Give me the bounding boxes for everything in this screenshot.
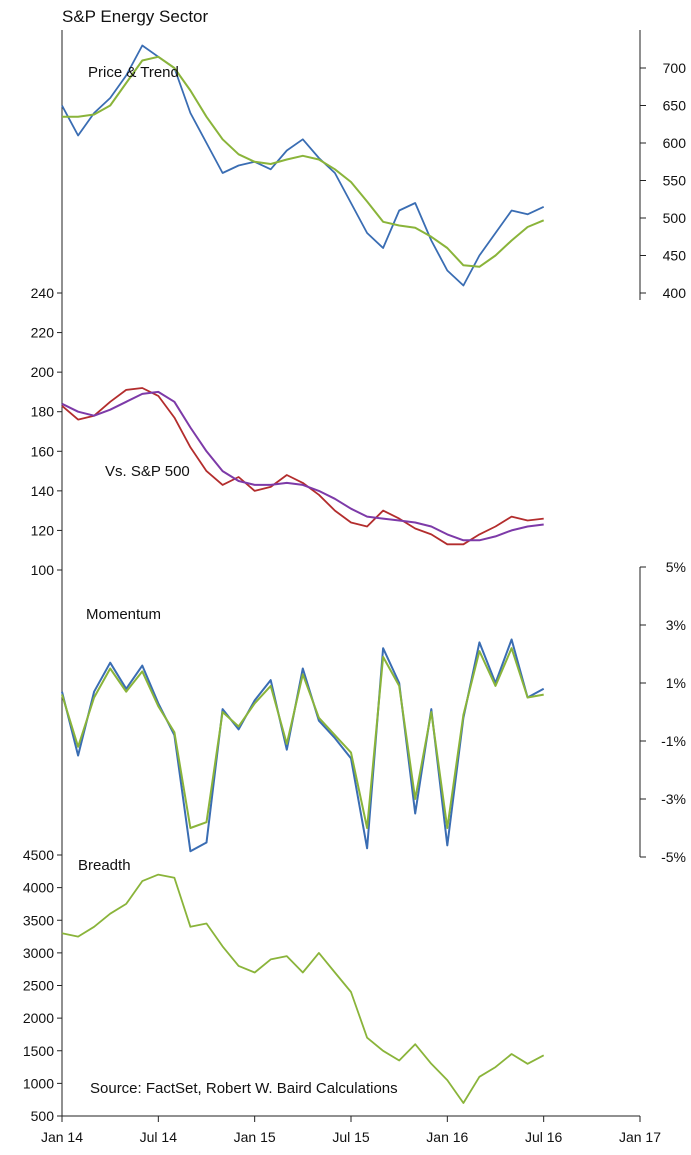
price-series-1-line	[61, 44, 545, 287]
momentum-panel-label: Momentum	[86, 606, 161, 623]
y-tick-label: 120	[31, 522, 55, 538]
y-tick-label: 2500	[23, 978, 54, 994]
breadth-series-1-line	[61, 873, 545, 1104]
y-tick-label: 3%	[666, 617, 686, 633]
price-panel-label: Price & Trend	[88, 64, 179, 81]
x-tick-label: Jul 15	[332, 1129, 370, 1145]
breadth-panel-label: Breadth	[78, 857, 131, 874]
y-tick-label: 650	[663, 98, 687, 114]
relative-series-1-line	[61, 387, 544, 546]
y-tick-label: -3%	[661, 791, 686, 807]
y-tick-label: 400	[663, 285, 687, 301]
y-tick-label: 1500	[23, 1043, 54, 1059]
series-layer	[61, 44, 545, 1104]
x-tick-label: Jul 16	[525, 1129, 563, 1145]
y-tick-label: 140	[31, 483, 55, 499]
y-tick-label: 160	[31, 443, 55, 459]
momentum-series-1-line	[61, 638, 545, 853]
y-tick-label: 100	[31, 562, 55, 578]
y-tick-label: -1%	[661, 733, 686, 749]
y-tick-label: 550	[663, 173, 687, 189]
x-tick-label: Jan 17	[619, 1129, 661, 1145]
price-series-2-line	[62, 55, 545, 268]
x-tick-label: Jan 14	[41, 1129, 83, 1145]
y-tick-label: 500	[663, 210, 687, 226]
y-tick-label: 500	[31, 1108, 55, 1124]
y-tick-label: 220	[31, 325, 55, 341]
y-tick-label: 3000	[23, 945, 54, 961]
chart-title: S&P Energy Sector	[62, 7, 208, 26]
y-tick-label: 700	[663, 60, 687, 76]
y-tick-label: 180	[31, 404, 55, 420]
x-tick-label: Jan 15	[234, 1129, 276, 1145]
x-tick-label: Jan 16	[426, 1129, 468, 1145]
axes-layer: Jan 14 Jul 14 Jan 15 Jul 15 Jan 16 Jul 16 Jan …	[23, 30, 686, 1145]
y-tick-label: 240	[31, 285, 55, 301]
y-tick-label: 600	[663, 135, 687, 151]
relative-series-2-line	[61, 390, 544, 542]
y-tick-label: 5%	[666, 559, 686, 575]
momentum-series-2-line	[61, 647, 544, 829]
x-tick-label: Jul 14	[140, 1129, 178, 1145]
relative-panel-label: Vs. S&P 500	[105, 463, 190, 480]
y-tick-label: -5%	[661, 849, 686, 865]
y-tick-label: 4500	[23, 847, 54, 863]
y-tick-label: 1%	[666, 675, 686, 691]
y-tick-label: 450	[663, 248, 687, 264]
y-tick-label: 4000	[23, 880, 54, 896]
y-tick-label: 2000	[23, 1010, 54, 1026]
y-tick-label: 200	[31, 364, 55, 380]
y-tick-label: 3500	[23, 912, 54, 928]
y-tick-label: 1000	[23, 1075, 54, 1091]
source-note: Source: FactSet, Robert W. Baird Calcula…	[90, 1080, 398, 1097]
labels-layer: Price & Trend Vs. S&P 500 Momentum Breadth	[78, 64, 190, 874]
